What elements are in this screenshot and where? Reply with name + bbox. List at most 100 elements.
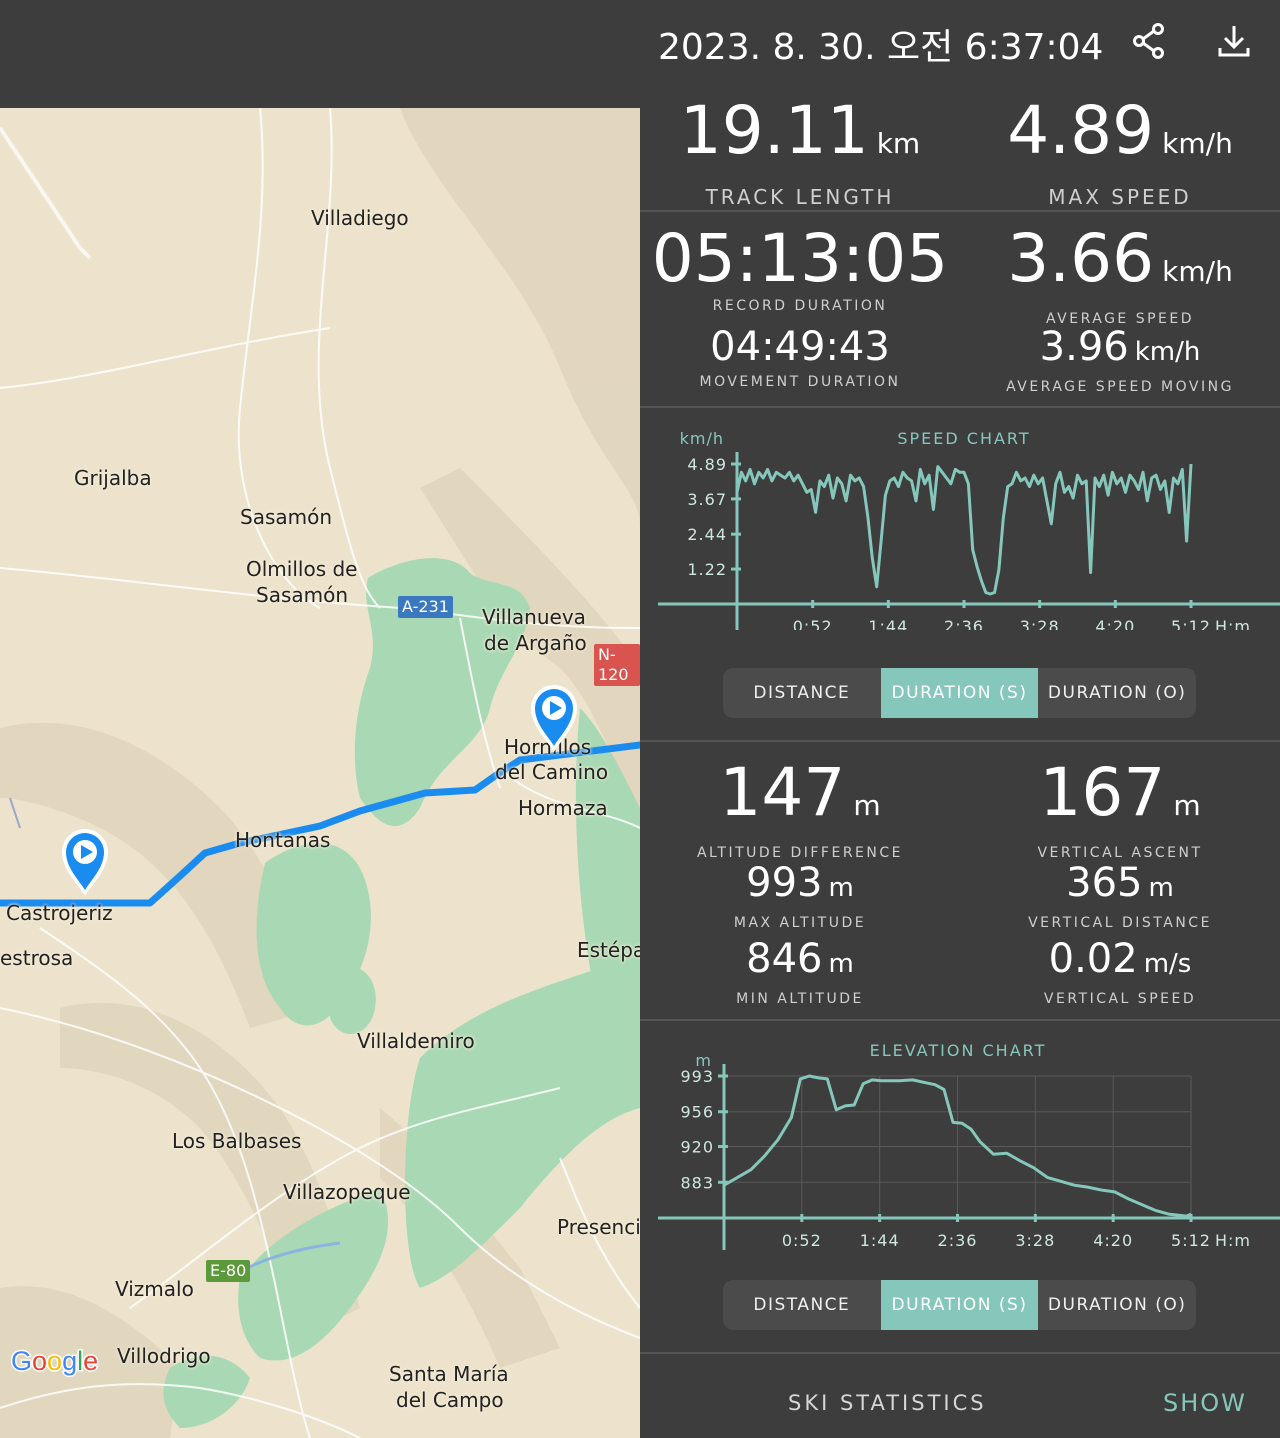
town-label: estrosa [0,946,74,970]
town-label: Olmillos de [246,557,358,581]
chart-y-axis-label: km/h [680,429,724,448]
min-altitude-unit: m [828,949,854,979]
series-line [735,463,1193,596]
average-speed-moving-label: AVERAGE SPEED MOVING [1006,379,1234,395]
map-canvas [0,108,640,1438]
altitude-difference-value: 147 [719,754,846,831]
vertical-speed-stat: 0.02 m/s VERTICAL SPEED [960,938,1280,1007]
play-pin-icon[interactable] [529,682,579,754]
vertical-distance-label: VERTICAL DISTANCE [1028,915,1212,931]
town-label: Castrojeriz [6,901,113,925]
average-speed-unit: km/h [1162,255,1233,288]
town-label: Hontanas [235,828,331,852]
x-tick-label: 4:20 [1095,617,1135,630]
chart-title: SPEED CHART [897,429,1030,448]
elevation-toggle-distance[interactable]: DISTANCE [753,1295,851,1315]
x-tick-label: 2:36 [944,617,984,630]
vertical-distance-unit: m [1148,873,1174,903]
track-length-stat: 19.11 km TRACK LENGTH [640,98,960,210]
play-pin-icon[interactable] [60,826,110,898]
town-label: Villazopeque [283,1180,411,1204]
x-axis-unit-label: H:m [1215,617,1251,630]
town-label: Los Balbases [172,1129,302,1153]
min-altitude-label: MIN ALTITUDE [736,991,864,1007]
town-label: Hormaza [518,796,608,820]
town-label: del Camino [495,760,609,784]
y-tick-label: 1.22 [687,560,727,579]
speed-toggle-duration-s[interactable]: DURATION (S) [880,668,1039,718]
town-label: del Campo [396,1388,504,1412]
ski-statistics-show-button[interactable]: SHOW [1163,1389,1247,1417]
x-tick-label: 3:28 [1015,1231,1055,1250]
record-duration-value: 05:13:05 [651,220,949,297]
max-speed-stat: 4.89 km/h MAX SPEED [960,98,1280,210]
elevation-toggle-duration-o[interactable]: DURATION (O) [1047,1295,1187,1315]
speed-toggle-distance[interactable]: DISTANCE [753,683,851,703]
divider [640,740,1280,742]
speed-chart: SPEED CHART km/h 1.22 2.44 3.67 4.89 0:52 1:44 2… [640,420,1280,636]
max-altitude-stat: 993 m MAX ALTITUDE [640,862,960,931]
max-speed-unit: km/h [1162,127,1233,160]
town-label: Villodrigo [117,1344,211,1368]
chart-title: ELEVATION CHART [870,1041,1047,1060]
y-tick-label: 920 [680,1138,714,1157]
average-speed-moving-value: 3.96 [1039,324,1129,370]
altitude-difference-unit: m [853,789,881,822]
town-label: Estépa [577,938,640,962]
track-length-label: TRACK LENGTH [705,185,895,209]
y-tick-label: 3.67 [687,490,727,509]
y-tick-label: 993 [680,1067,714,1086]
vertical-speed-unit: m/s [1143,949,1192,979]
town-label: Villadiego [311,206,409,230]
altitude-difference-label: ALTITUDE DIFFERENCE [696,845,904,861]
average-speed-stat: 3.66 km/h AVERAGE SPEED [960,226,1280,328]
x-axis-unit-label: H:m [1215,1231,1251,1250]
ski-statistics-row: SKI STATISTICS SHOW [640,1353,1280,1438]
share-icon[interactable] [1128,20,1172,64]
x-tick-label: 5:12 [1171,617,1211,630]
max-altitude-value: 993 [746,860,823,906]
divider [640,1352,1280,1354]
vertical-distance-value: 365 [1066,860,1143,906]
x-tick-label: 1:44 [868,617,908,630]
x-tick-label: 2:36 [938,1231,978,1250]
vertical-speed-label: VERTICAL SPEED [1043,991,1197,1007]
speed-chart-svg: SPEED CHART km/h 1.22 2.44 3.67 4.89 0:52 1:44 2… [658,429,1280,636]
speed-toggle-duration-o[interactable]: DURATION (O) [1047,683,1187,703]
average-speed-label: AVERAGE SPEED [1045,311,1195,327]
vertical-ascent-value: 167 [1039,754,1166,831]
road-shield: N-120 [594,644,640,686]
elevation-chart: ELEVATION CHART m 883 920 956 993 0:52 1:44 2:36… [640,1032,1280,1258]
town-label: Sasamón [256,583,349,607]
chart-y-axis-label: m [695,1051,712,1070]
x-tick-label: 1:44 [860,1231,900,1250]
min-altitude-value: 846 [746,936,823,982]
vertical-ascent-stat: 167 m VERTICAL ASCENT [960,760,1280,862]
route-map[interactable]: Villadiego Grijalba Sasamón Olmillos de … [0,108,640,1438]
google-logo: Google [11,1343,111,1378]
vertical-ascent-label: VERTICAL ASCENT [1037,845,1203,861]
town-label: Vizmalo [115,1277,194,1301]
svg-text:Google: Google [11,1346,98,1376]
elevation-chart-mode-toggle: DISTANCE DURATION (S) DURATION (O) [723,1280,1196,1330]
download-icon[interactable] [1212,20,1256,64]
town-label: Villanueva [482,605,586,629]
x-tick-label: 4:20 [1093,1231,1133,1250]
max-speed-label: MAX SPEED [1048,185,1192,209]
average-speed-moving-stat: 3.96 km/h AVERAGE SPEED MOVING [960,326,1280,395]
max-altitude-unit: m [828,873,854,903]
town-label: Presencio [557,1215,640,1239]
speed-chart-mode-toggle: DISTANCE DURATION (S) DURATION (O) [723,668,1196,718]
record-duration-stat: 05:13:05 RECORD DURATION [640,220,960,315]
movement-duration-stat: 04:49:43 MOVEMENT DURATION [640,326,960,390]
divider [640,406,1280,408]
town-label: Villaldemiro [357,1029,475,1053]
elevation-toggle-duration-s[interactable]: DURATION (S) [880,1280,1039,1330]
altitude-difference-stat: 147 m ALTITUDE DIFFERENCE [640,760,960,862]
max-speed-value: 4.89 [1007,92,1155,169]
town-label: Grijalba [74,466,152,490]
x-tick-label: 0:52 [793,617,833,630]
top-bar: 2023. 8. 30. 오전 6:37:04 [0,0,1280,108]
x-tick-label: 5:12 [1171,1231,1211,1250]
